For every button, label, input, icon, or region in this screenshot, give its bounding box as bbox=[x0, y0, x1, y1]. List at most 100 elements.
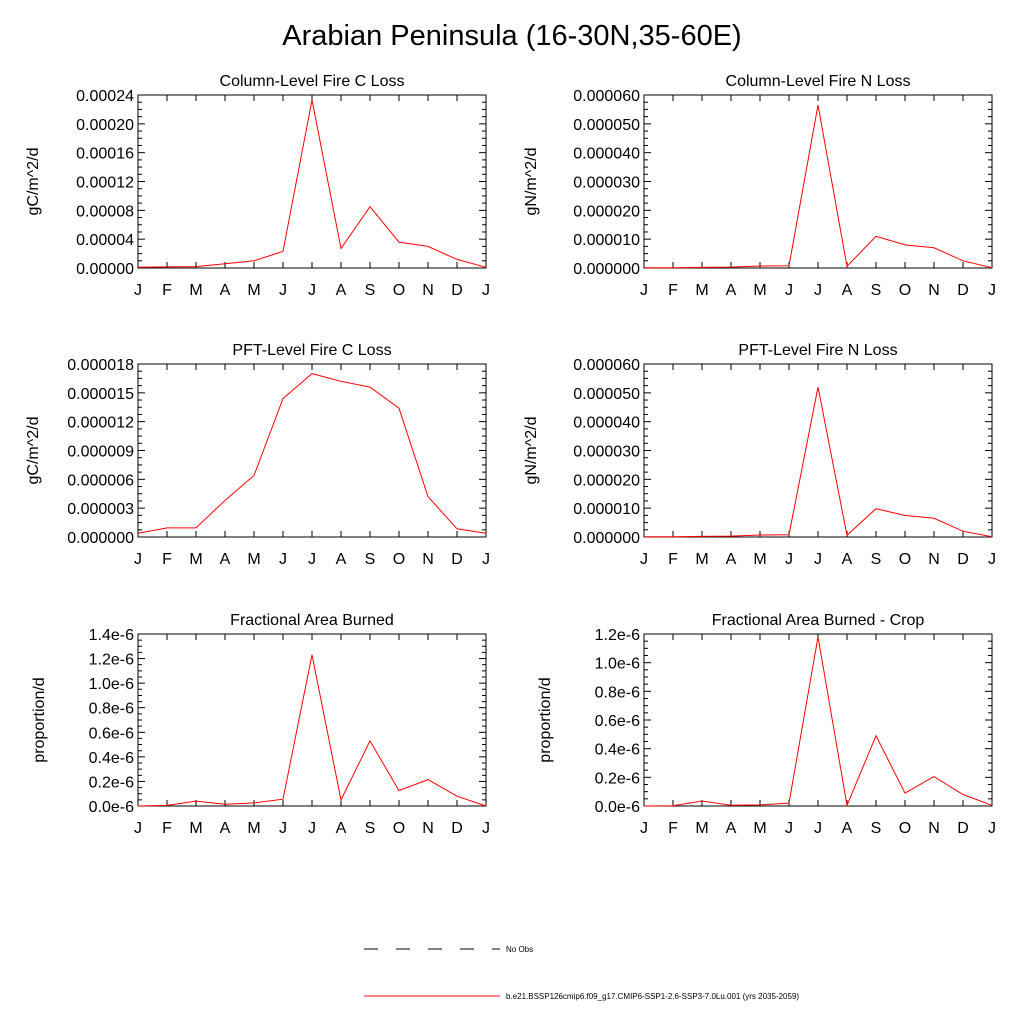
x-tick-label: A bbox=[220, 551, 231, 568]
series-line bbox=[137, 654, 487, 807]
x-tick-label: S bbox=[365, 282, 376, 299]
y-tick-label: 0.00012 bbox=[76, 175, 134, 192]
x-tick-label: D bbox=[451, 551, 463, 568]
y-tick-label: 0.000060 bbox=[573, 357, 640, 374]
x-tick-label: J bbox=[482, 282, 490, 299]
y-tick-label: 1.0e-6 bbox=[89, 676, 134, 693]
x-tick-label: J bbox=[785, 551, 793, 568]
x-tick-label: N bbox=[928, 551, 940, 568]
y-tick-label: 1.4e-6 bbox=[89, 627, 134, 644]
y-tick-label: 0.000015 bbox=[67, 386, 134, 403]
y-tick-label: 0.000003 bbox=[67, 501, 134, 518]
x-tick-label: J bbox=[134, 282, 142, 299]
x-tick-label: F bbox=[162, 820, 172, 837]
x-tick-label: A bbox=[726, 820, 737, 837]
series-line bbox=[137, 373, 487, 534]
x-tick-label: M bbox=[247, 551, 260, 568]
y-tick-label: 0.00024 bbox=[76, 88, 134, 105]
x-tick-label: J bbox=[308, 820, 316, 837]
x-tick-label: D bbox=[451, 820, 463, 837]
y-tick-label: 0.000020 bbox=[573, 203, 640, 220]
x-tick-label: F bbox=[162, 551, 172, 568]
series-line bbox=[644, 387, 993, 538]
x-tick-label: J bbox=[785, 820, 793, 837]
x-tick-label: J bbox=[134, 820, 142, 837]
x-tick-label: D bbox=[957, 551, 969, 568]
x-tick-label: N bbox=[928, 820, 940, 837]
y-tick-label: 0.000040 bbox=[573, 415, 640, 432]
y-tick-label: 0.0e-6 bbox=[89, 799, 134, 816]
chart-title: Fractional Area Burned bbox=[230, 612, 394, 629]
x-tick-label: A bbox=[220, 820, 231, 837]
x-tick-label: M bbox=[695, 820, 708, 837]
x-tick-label: N bbox=[422, 551, 434, 568]
legend-label: No Obs bbox=[506, 945, 533, 954]
y-axis-label: gC/m^2/d bbox=[25, 417, 42, 485]
x-tick-label: S bbox=[871, 282, 882, 299]
y-axis-label: proportion/d bbox=[31, 677, 48, 762]
x-tick-label: A bbox=[726, 551, 737, 568]
x-tick-label: S bbox=[871, 820, 882, 837]
x-tick-label: J bbox=[308, 551, 316, 568]
y-tick-label: 0.000010 bbox=[573, 501, 640, 518]
y-tick-label: 0.000000 bbox=[573, 530, 640, 547]
legend-label: b.e21.BSSP126cmip6.f09_g17.CMIP6-SSP1-2.… bbox=[506, 992, 799, 1001]
x-tick-label: A bbox=[220, 282, 231, 299]
page-title: Arabian Peninsula (16-30N,35-60E) bbox=[282, 20, 742, 52]
x-tick-label: A bbox=[726, 282, 737, 299]
x-tick-label: J bbox=[785, 282, 793, 299]
y-tick-label: 0.6e-6 bbox=[89, 725, 134, 742]
x-tick-label: D bbox=[957, 820, 969, 837]
y-tick-label: 0.000000 bbox=[67, 530, 134, 547]
x-tick-label: S bbox=[365, 820, 376, 837]
plot-frame bbox=[137, 94, 487, 269]
y-axis-label: gN/m^2/d bbox=[523, 417, 540, 485]
y-tick-label: 1.0e-6 bbox=[595, 656, 640, 673]
x-tick-label: A bbox=[842, 282, 853, 299]
x-tick-label: M bbox=[189, 820, 202, 837]
y-tick-label: 0.00004 bbox=[76, 232, 134, 249]
x-tick-label: J bbox=[814, 282, 822, 299]
y-tick-label: 0.4e-6 bbox=[89, 750, 134, 767]
x-tick-label: M bbox=[695, 282, 708, 299]
x-tick-label: O bbox=[899, 551, 911, 568]
y-tick-label: 0.000018 bbox=[67, 357, 134, 374]
x-tick-label: F bbox=[668, 282, 678, 299]
y-tick-label: 0.6e-6 bbox=[595, 713, 640, 730]
y-tick-label: 0.000030 bbox=[573, 444, 640, 461]
x-tick-label: F bbox=[668, 551, 678, 568]
x-tick-label: J bbox=[814, 820, 822, 837]
chart-title: PFT-Level Fire N Loss bbox=[738, 342, 897, 359]
y-tick-label: 0.0e-6 bbox=[595, 799, 640, 816]
y-tick-label: 0.000006 bbox=[67, 472, 134, 489]
x-tick-label: J bbox=[279, 282, 287, 299]
x-tick-label: D bbox=[957, 282, 969, 299]
y-tick-label: 0.000030 bbox=[573, 175, 640, 192]
x-tick-label: M bbox=[753, 820, 766, 837]
x-tick-label: M bbox=[247, 282, 260, 299]
y-tick-label: 0.000050 bbox=[573, 386, 640, 403]
y-tick-label: 0.000012 bbox=[67, 415, 134, 432]
x-tick-label: O bbox=[899, 820, 911, 837]
x-tick-label: O bbox=[393, 820, 405, 837]
y-tick-label: 0.4e-6 bbox=[595, 742, 640, 759]
y-tick-label: 0.00016 bbox=[76, 146, 134, 163]
series-line bbox=[644, 105, 993, 269]
x-tick-label: O bbox=[393, 282, 405, 299]
y-tick-label: 0.00000 bbox=[76, 261, 134, 278]
plot-frame bbox=[643, 94, 993, 269]
y-tick-label: 0.8e-6 bbox=[89, 701, 134, 718]
x-tick-label: J bbox=[308, 282, 316, 299]
y-axis-label: proportion/d bbox=[537, 677, 554, 762]
x-tick-label: M bbox=[753, 282, 766, 299]
y-tick-label: 0.000000 bbox=[573, 261, 640, 278]
x-tick-label: J bbox=[279, 820, 287, 837]
x-tick-label: N bbox=[422, 820, 434, 837]
legend: No Obs b.e21.BSSP126cmip6.f09_g17.CMIP6-S… bbox=[364, 945, 799, 1001]
x-tick-label: M bbox=[189, 551, 202, 568]
